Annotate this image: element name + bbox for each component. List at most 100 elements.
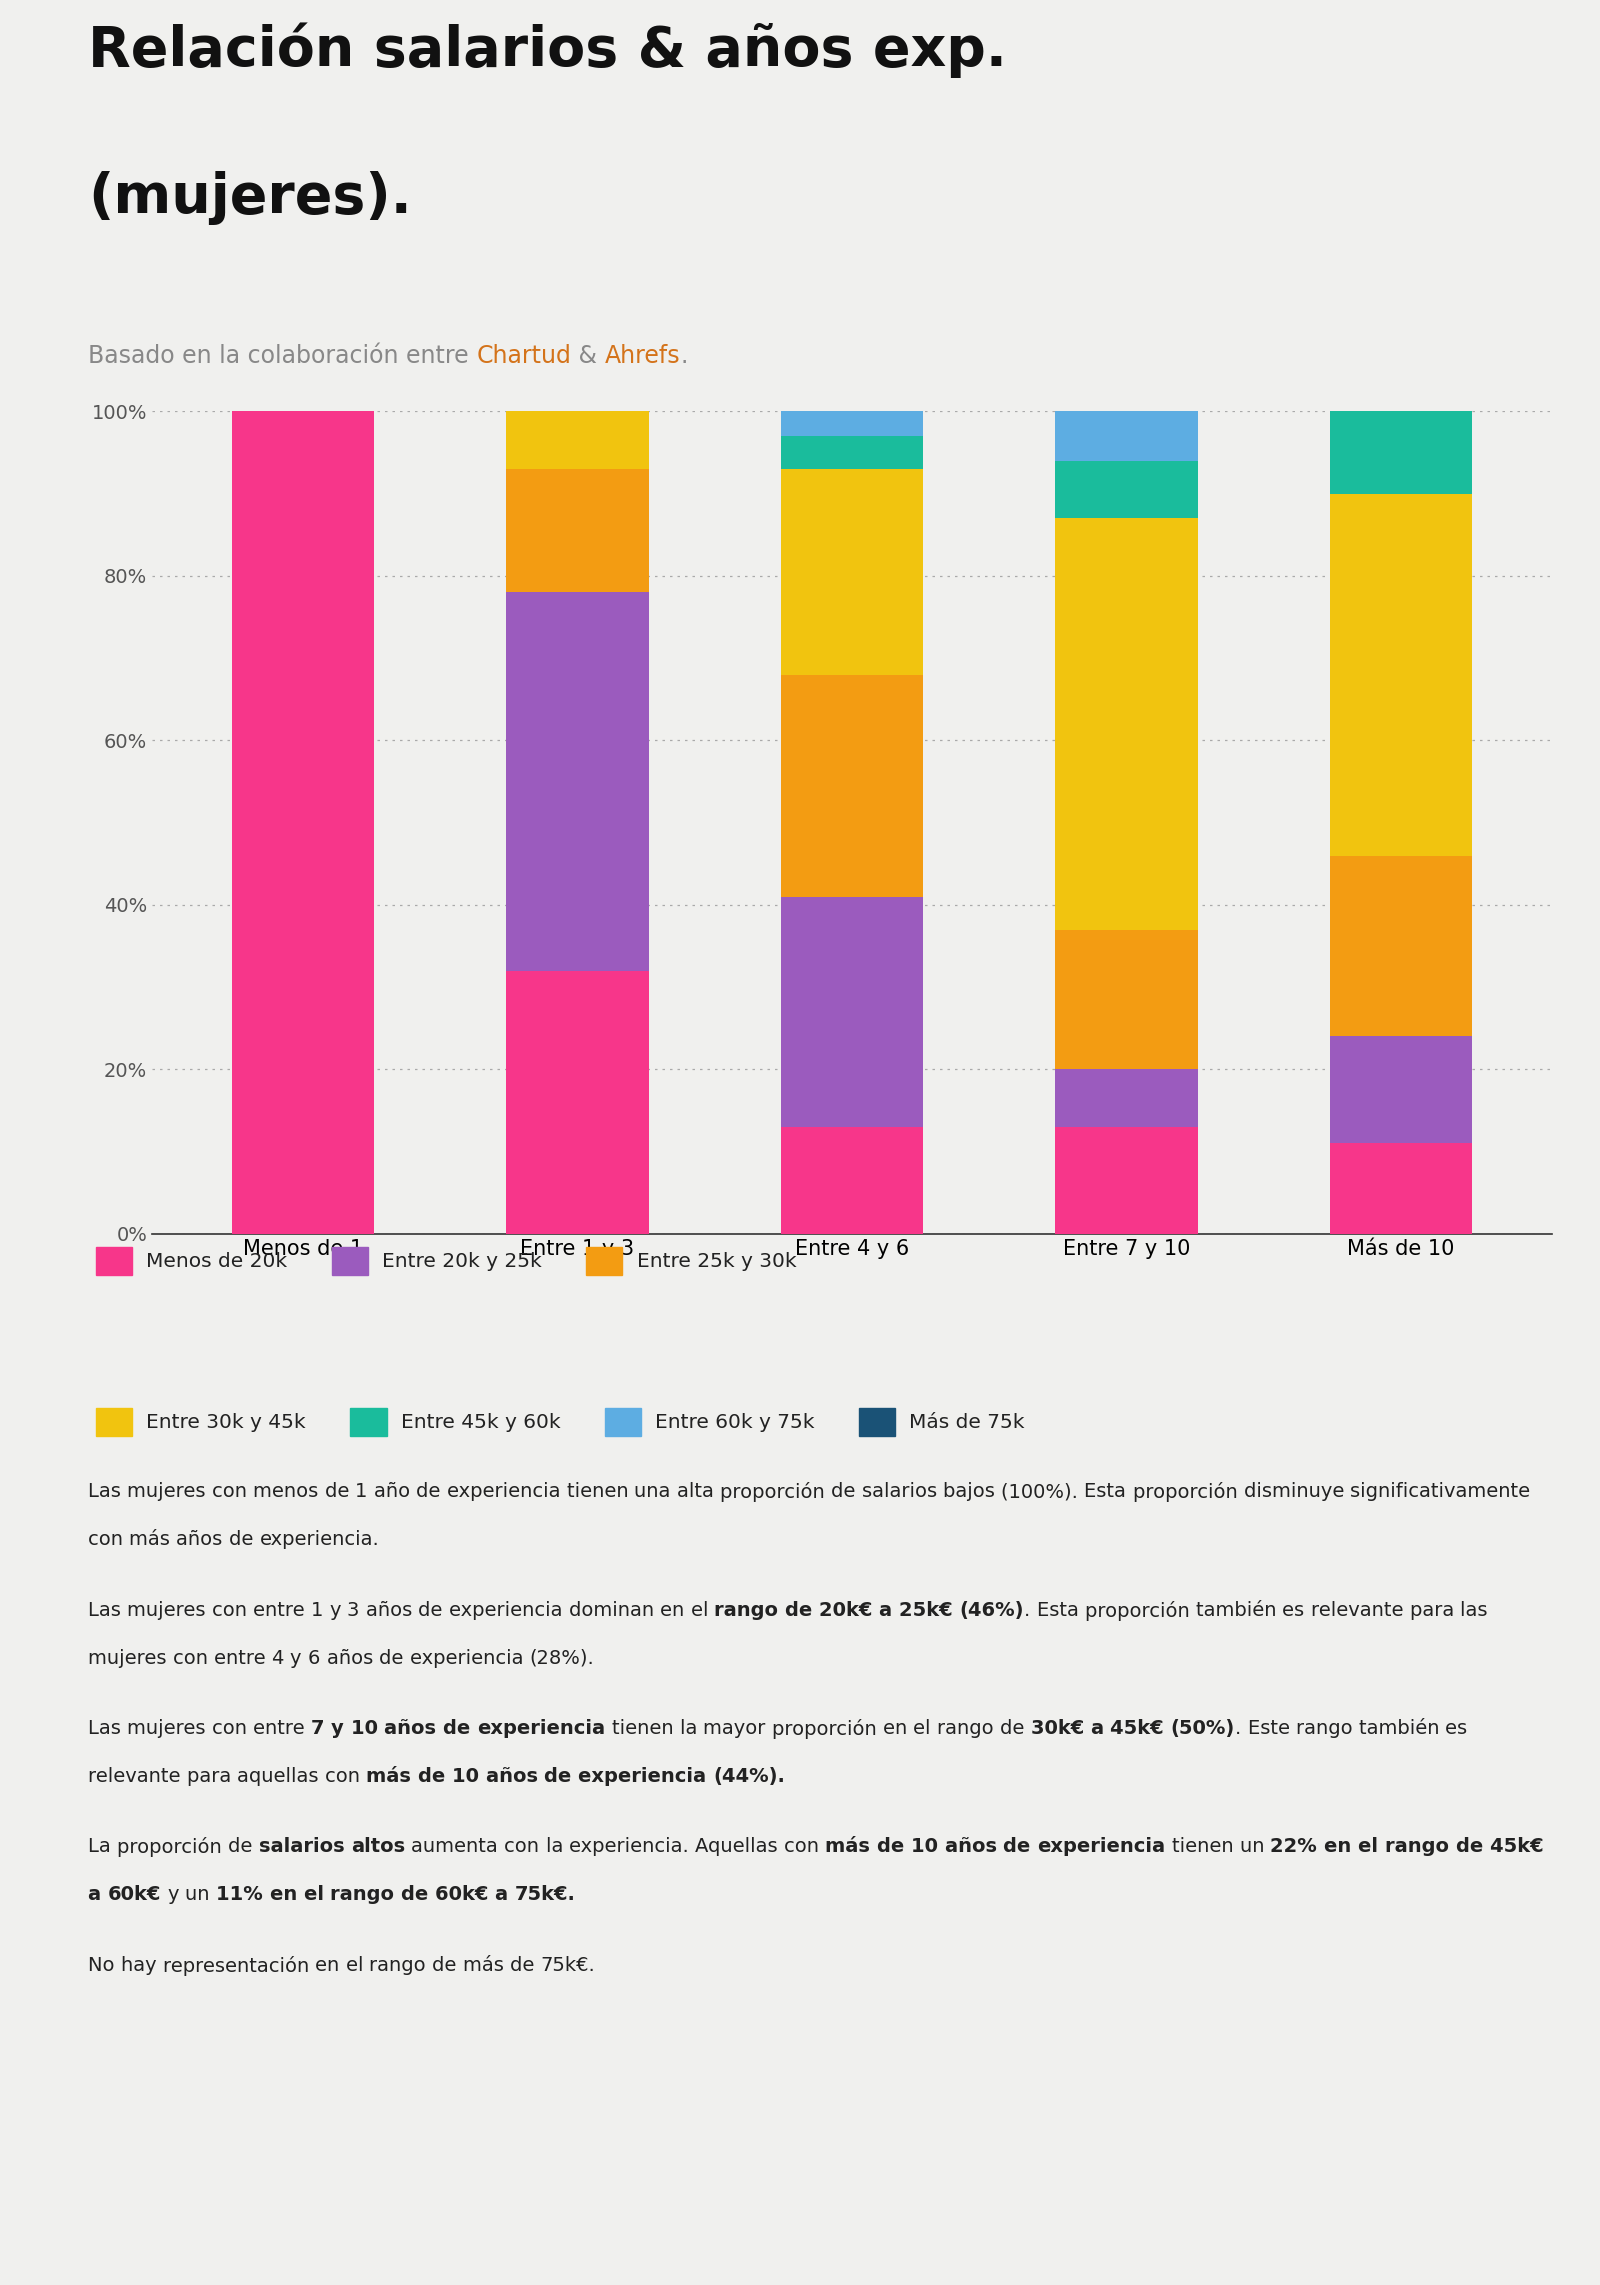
Text: .: . <box>1235 1718 1248 1739</box>
Text: con: con <box>88 1531 130 1549</box>
Text: experiencia: experiencia <box>446 1483 566 1501</box>
Text: 10: 10 <box>910 1837 944 1855</box>
Text: en: en <box>661 1602 691 1620</box>
Text: Las: Las <box>88 1718 126 1739</box>
Text: 1: 1 <box>355 1483 374 1501</box>
Text: de: de <box>443 1718 477 1739</box>
Text: La: La <box>88 1837 117 1855</box>
Text: el: el <box>304 1885 330 1903</box>
Text: de: de <box>416 1483 446 1501</box>
Bar <box>1054 462 1198 519</box>
Text: experiencia.: experiencia. <box>259 1531 379 1549</box>
Bar <box>781 411 923 436</box>
Text: de: de <box>877 1837 910 1855</box>
Bar <box>506 971 650 1234</box>
Text: con: con <box>325 1766 366 1787</box>
Text: 60k€: 60k€ <box>107 1885 162 1903</box>
Text: experiencia: experiencia <box>410 1650 530 1668</box>
Text: significativamente: significativamente <box>1350 1483 1536 1501</box>
Text: de: de <box>1003 1837 1037 1855</box>
Text: experiencia: experiencia <box>1037 1837 1166 1855</box>
Bar <box>1054 519 1198 930</box>
Text: años: años <box>944 1837 1003 1855</box>
Text: y: y <box>291 1650 309 1668</box>
Text: (46%): (46%) <box>960 1602 1024 1620</box>
Text: entre: entre <box>253 1718 310 1739</box>
Text: rango: rango <box>370 1956 432 1974</box>
Text: más: más <box>462 1956 510 1974</box>
Text: más: más <box>826 1837 877 1855</box>
Text: mujeres: mujeres <box>88 1650 173 1668</box>
Text: una: una <box>635 1483 677 1501</box>
Text: con: con <box>211 1602 253 1620</box>
Text: 10: 10 <box>451 1766 486 1787</box>
Text: 22%: 22% <box>1270 1837 1325 1855</box>
Text: con: con <box>173 1650 214 1668</box>
Bar <box>232 411 374 1234</box>
Text: un: un <box>186 1885 216 1903</box>
Text: 6: 6 <box>309 1650 326 1668</box>
Bar <box>506 468 650 592</box>
Bar <box>781 468 923 674</box>
Text: &: & <box>571 345 605 368</box>
Text: Esta: Esta <box>1037 1602 1085 1620</box>
Text: Aquellas: Aquellas <box>696 1837 784 1855</box>
Text: mayor: mayor <box>702 1718 771 1739</box>
Text: (100%).: (100%). <box>1002 1483 1085 1501</box>
Bar <box>506 592 650 971</box>
Text: es: es <box>1445 1718 1474 1739</box>
Text: 4: 4 <box>272 1650 291 1668</box>
Text: (mujeres).: (mujeres). <box>88 171 411 226</box>
Text: a: a <box>494 1885 515 1903</box>
Text: alta: alta <box>677 1483 720 1501</box>
Bar <box>781 1127 923 1234</box>
Text: con: con <box>784 1837 826 1855</box>
Bar <box>1054 1127 1198 1234</box>
Text: de: de <box>544 1766 578 1787</box>
Text: en: en <box>269 1885 304 1903</box>
Text: entre: entre <box>214 1650 272 1668</box>
Text: 30k€: 30k€ <box>1030 1718 1091 1739</box>
Text: altos: altos <box>350 1837 405 1855</box>
Text: de: de <box>510 1956 541 1974</box>
Text: tienen: tienen <box>566 1483 635 1501</box>
Text: de: de <box>229 1531 259 1549</box>
Text: (44%).: (44%). <box>714 1766 786 1787</box>
Text: rango: rango <box>330 1885 402 1903</box>
Text: de: de <box>786 1602 819 1620</box>
Text: .: . <box>680 345 688 368</box>
Text: tienen: tienen <box>1171 1837 1240 1855</box>
Text: experiencia: experiencia <box>477 1718 605 1739</box>
Text: proporción: proporción <box>771 1718 883 1739</box>
Text: la: la <box>680 1718 702 1739</box>
Text: 60k€: 60k€ <box>435 1885 494 1903</box>
Text: proporción: proporción <box>117 1837 229 1858</box>
Text: bajos: bajos <box>944 1483 1002 1501</box>
Text: disminuye: disminuye <box>1243 1483 1350 1501</box>
Bar <box>506 411 650 468</box>
Text: en: en <box>315 1956 346 1974</box>
Legend: Entre 30k y 45k, Entre 45k y 60k, Entre 60k y 75k, Más de 75k: Entre 30k y 45k, Entre 45k y 60k, Entre … <box>88 1398 1032 1444</box>
Text: a: a <box>1091 1718 1110 1739</box>
Text: salarios: salarios <box>862 1483 944 1501</box>
Text: 45k€: 45k€ <box>1110 1718 1171 1739</box>
Text: de: de <box>432 1956 462 1974</box>
Text: salarios: salarios <box>259 1837 350 1855</box>
Text: Las: Las <box>88 1602 126 1620</box>
Text: más: más <box>366 1766 418 1787</box>
Text: hay: hay <box>120 1956 163 1974</box>
Text: también: también <box>1195 1602 1283 1620</box>
Text: el: el <box>691 1602 715 1620</box>
Bar <box>1330 313 1472 494</box>
Text: 10: 10 <box>350 1718 384 1739</box>
Text: de: de <box>418 1766 451 1787</box>
Text: 3: 3 <box>347 1602 366 1620</box>
Text: de: de <box>229 1837 259 1855</box>
Bar <box>1054 411 1198 462</box>
Text: representación: representación <box>163 1956 315 1977</box>
Text: 25k€: 25k€ <box>899 1602 960 1620</box>
Text: de: de <box>832 1483 862 1501</box>
Text: Las: Las <box>88 1483 126 1501</box>
Text: Esta: Esta <box>1085 1483 1133 1501</box>
Text: de: de <box>402 1885 435 1903</box>
